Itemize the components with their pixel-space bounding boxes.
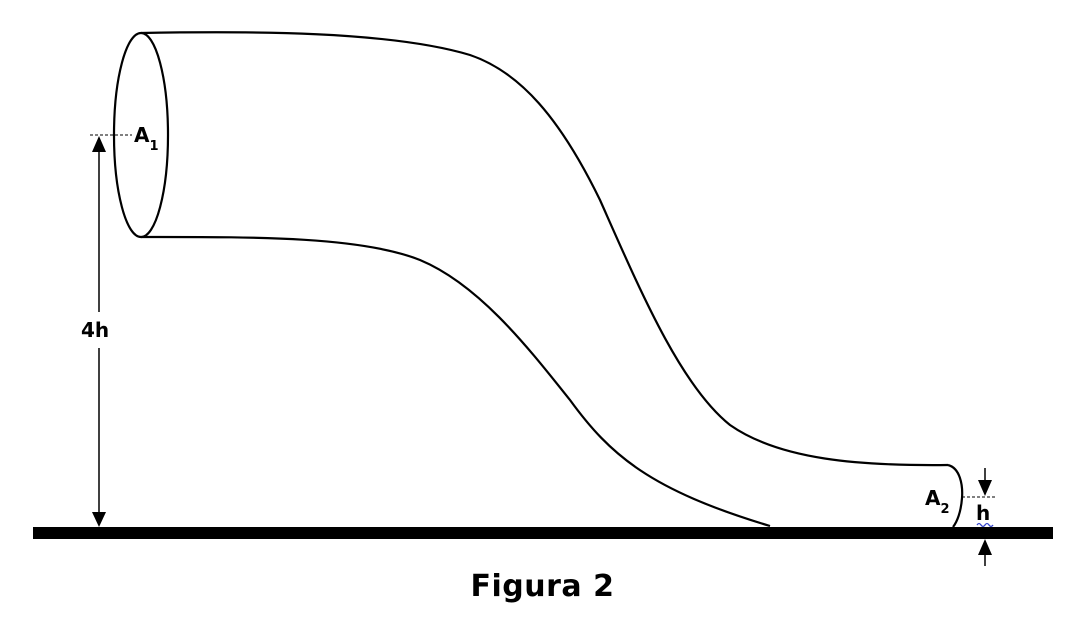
ground-bar [33,527,1053,539]
pipe-lower-edge [140,235,771,528]
label-a1: A1 [134,123,159,154]
h-wavy-underline [976,522,994,528]
pipe-opening-a1 [112,31,170,239]
label-h: h [976,501,990,525]
label-a2: A2 [925,486,950,517]
pipe-opening-a2 [947,463,964,528]
figure-caption: Figura 2 [470,569,615,604]
height-4h-arrow-down [92,512,106,527]
height-4h-arrow-up [92,136,106,152]
label-4h: 4h [81,318,109,342]
pipe-upper-edge [140,31,949,467]
height-h-arrow-down [978,480,992,496]
height-h-arrow-up [978,539,992,555]
